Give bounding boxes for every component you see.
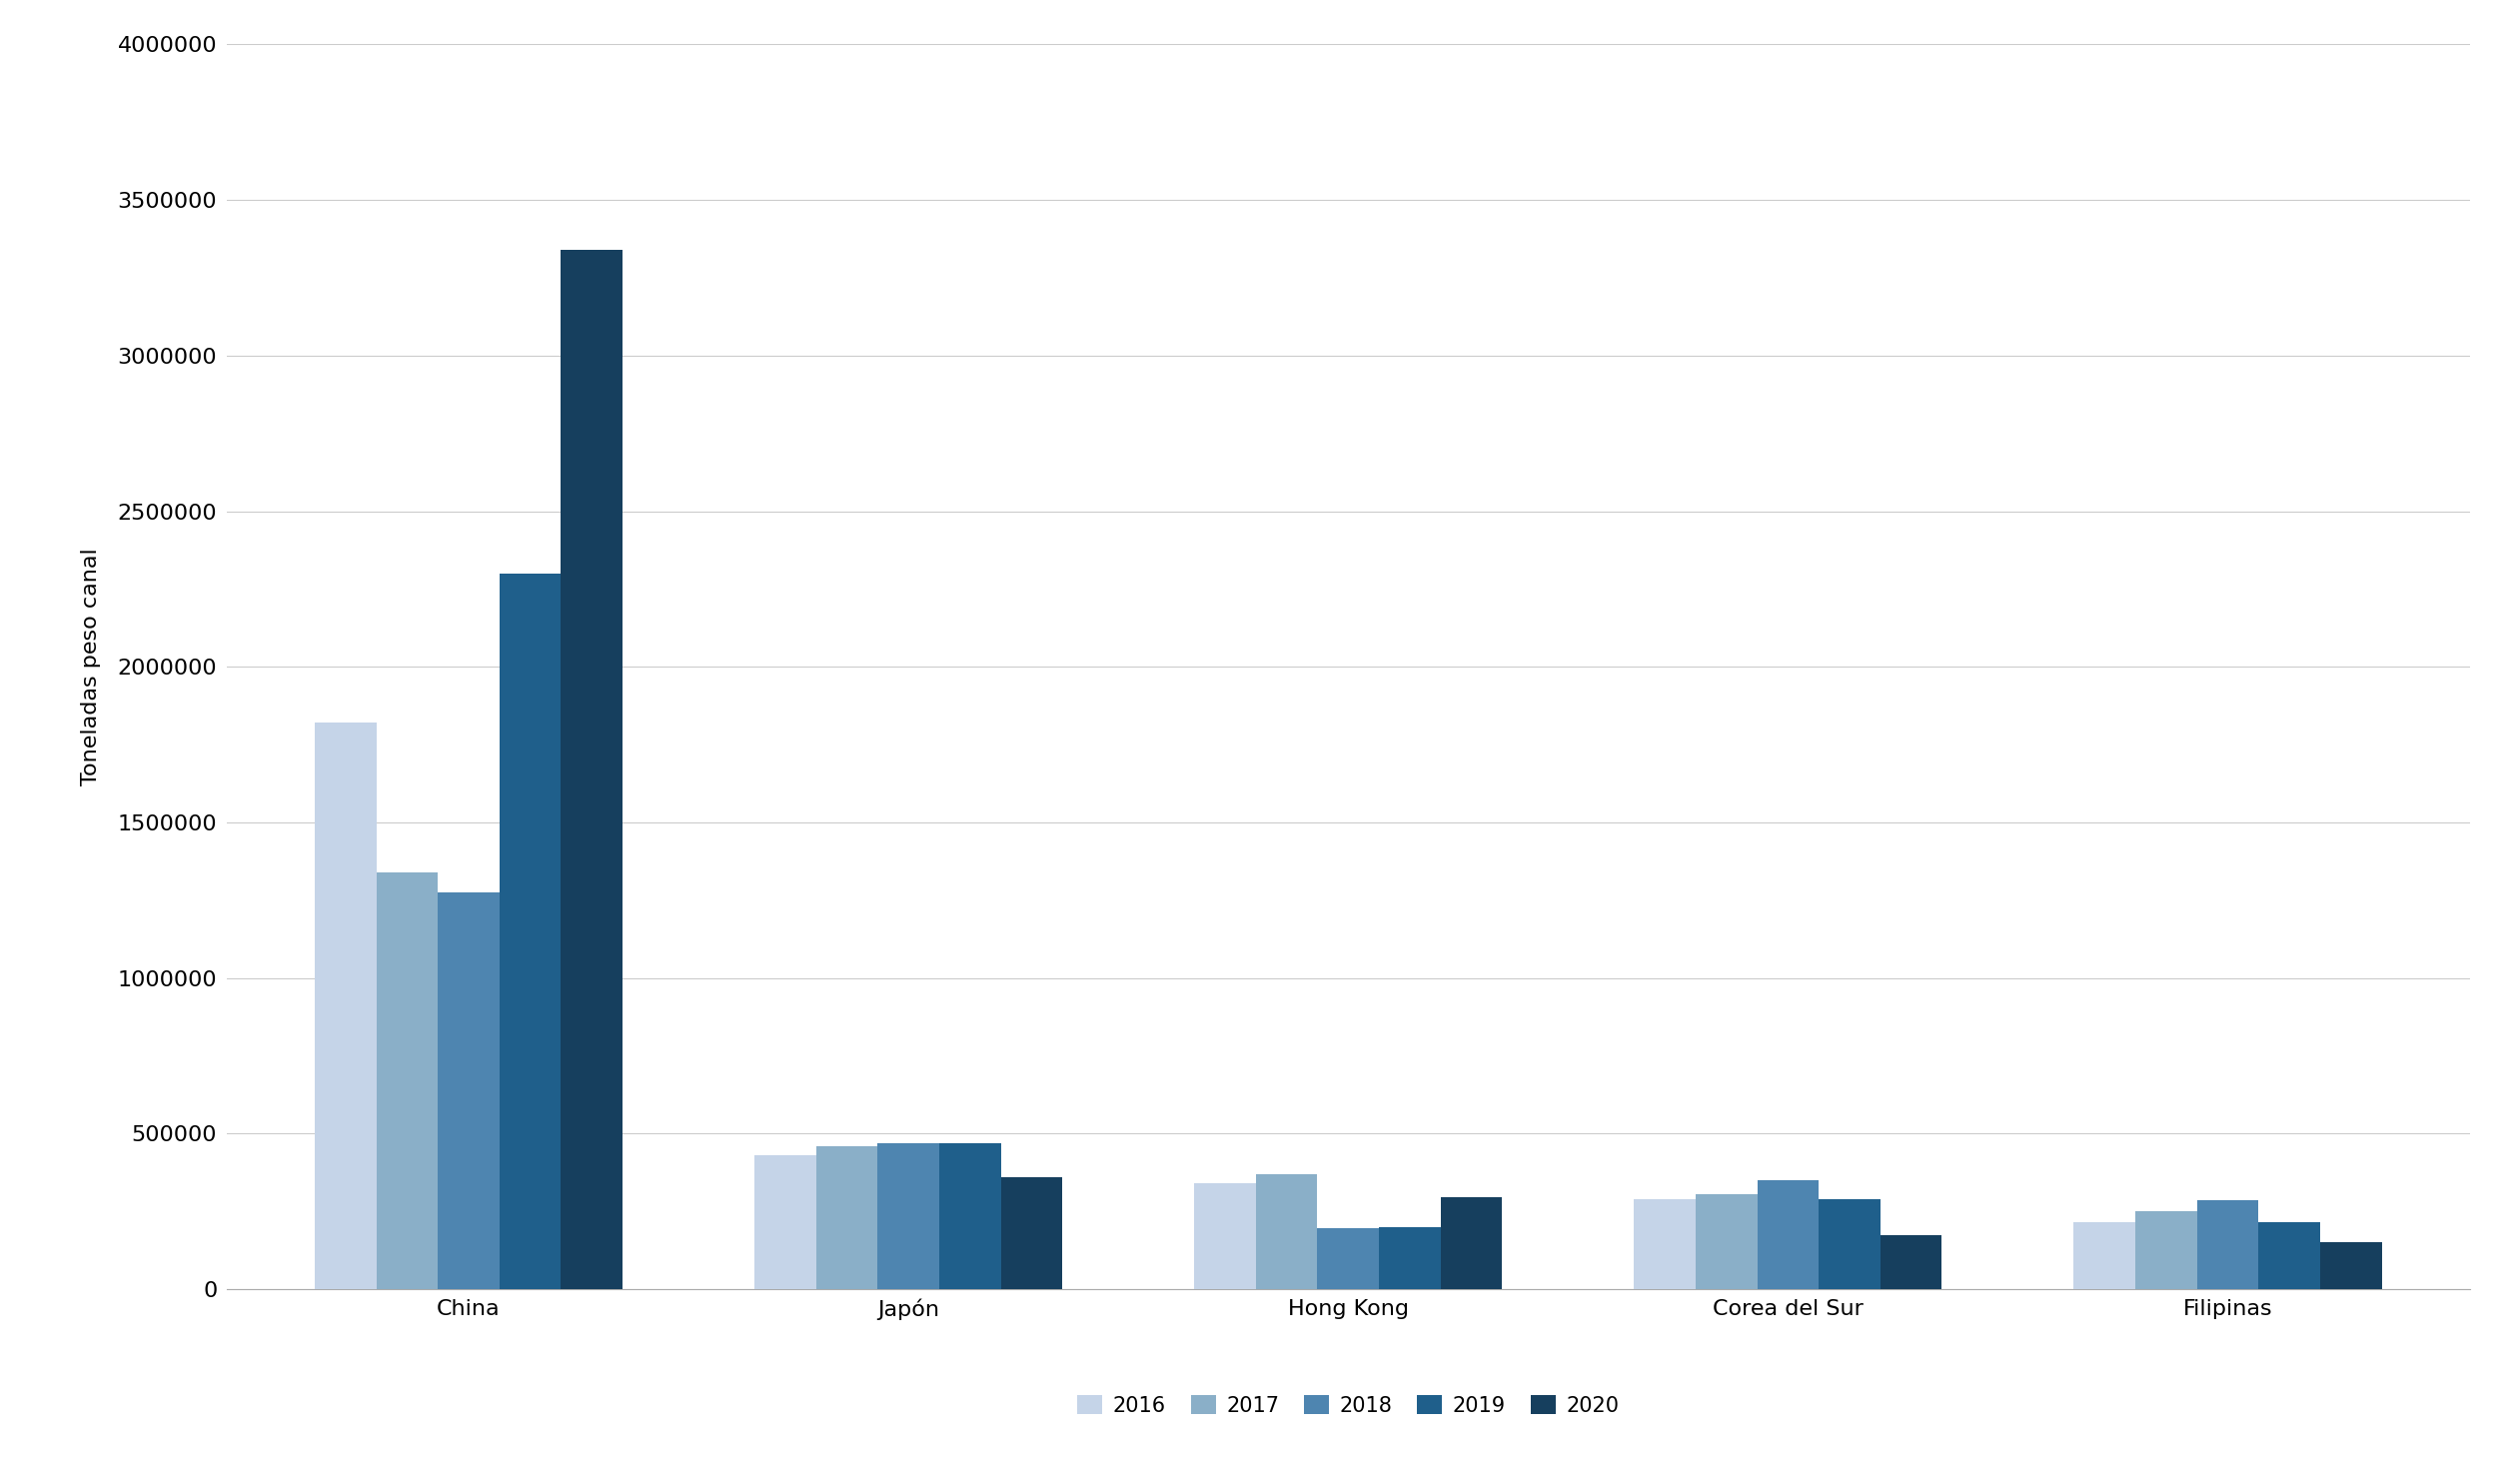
Bar: [1880, 1235, 1943, 1289]
Bar: [1378, 1227, 1441, 1289]
Bar: [2074, 1223, 2134, 1289]
Bar: [753, 1156, 816, 1289]
Bar: [1696, 1194, 1756, 1289]
Bar: [2197, 1200, 2258, 1289]
Y-axis label: Toneladas peso canal: Toneladas peso canal: [81, 548, 101, 785]
Bar: [1441, 1197, 1502, 1289]
Bar: [1255, 1174, 1318, 1289]
Bar: [315, 723, 375, 1289]
Bar: [877, 1143, 940, 1289]
Bar: [2321, 1242, 2381, 1289]
Bar: [1318, 1229, 1378, 1289]
Bar: [1756, 1180, 1819, 1289]
Legend: 2016, 2017, 2018, 2019, 2020: 2016, 2017, 2018, 2019, 2020: [1068, 1387, 1628, 1424]
Bar: [1000, 1177, 1063, 1289]
Bar: [2258, 1223, 2321, 1289]
Bar: [375, 873, 438, 1289]
Bar: [1633, 1199, 1696, 1289]
Bar: [2134, 1212, 2197, 1289]
Bar: [940, 1143, 1000, 1289]
Bar: [562, 250, 622, 1289]
Bar: [499, 574, 562, 1289]
Bar: [1819, 1199, 1880, 1289]
Bar: [1194, 1184, 1255, 1289]
Bar: [816, 1146, 877, 1289]
Bar: [438, 892, 499, 1289]
